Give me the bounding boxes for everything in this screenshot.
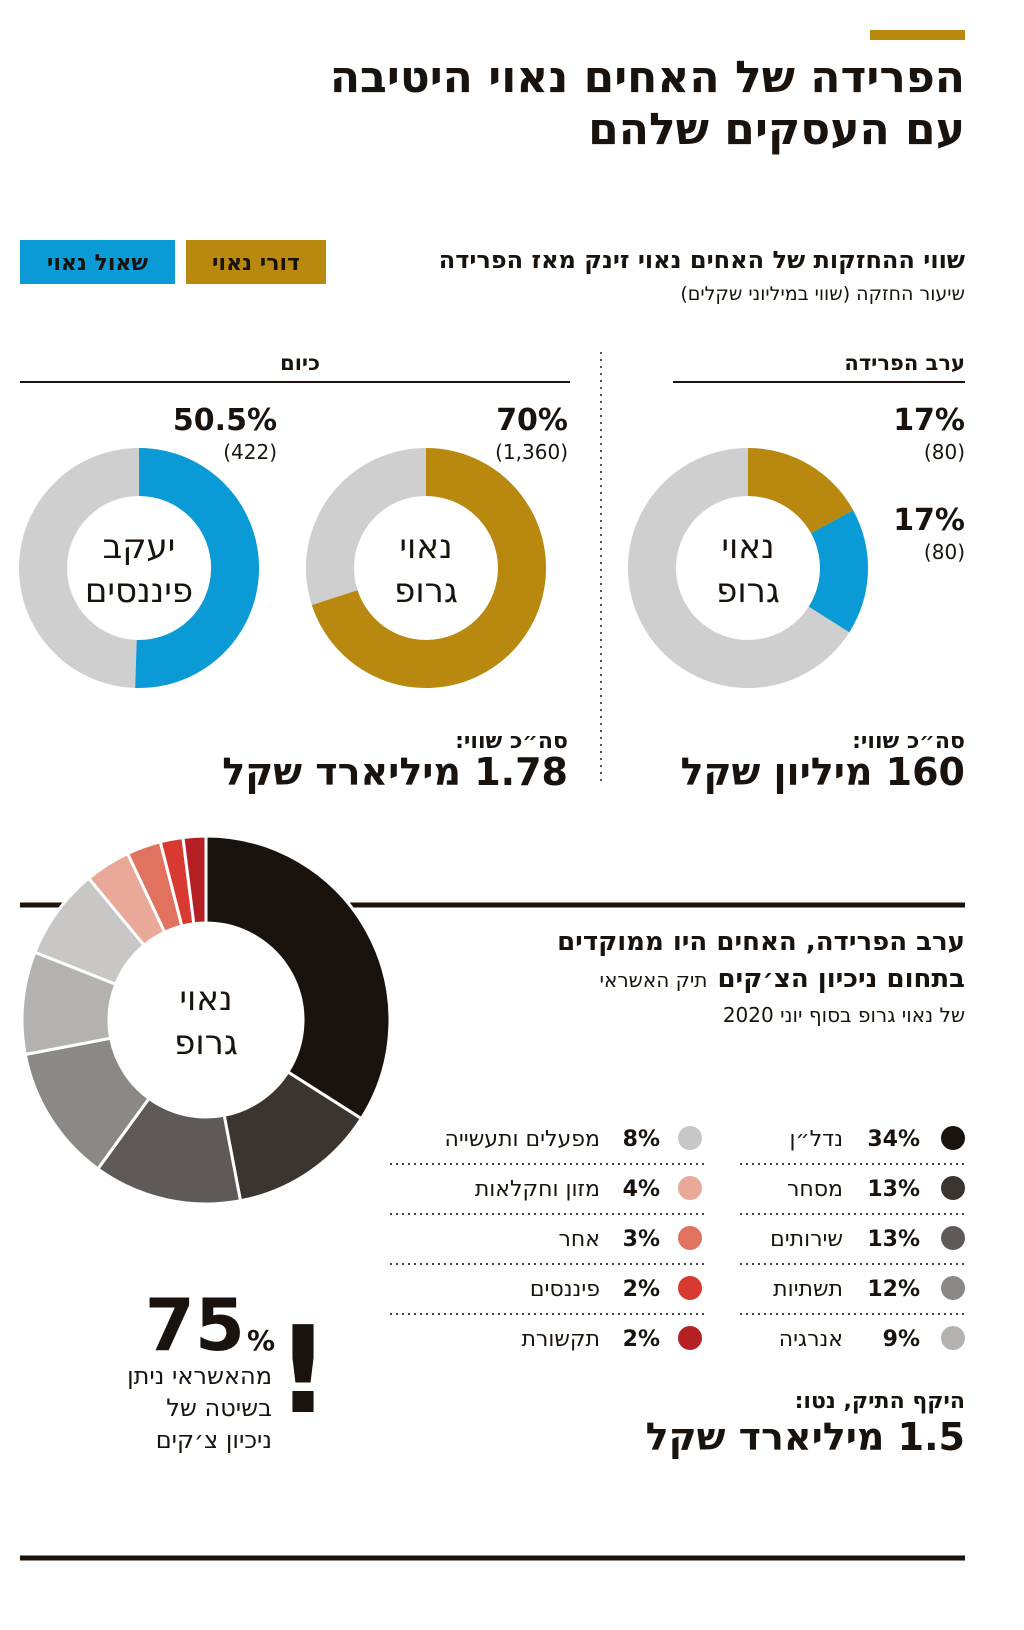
total-label: סה״כ שווי:	[455, 729, 568, 754]
center-label: גרופ	[394, 571, 458, 611]
amount-label: (1,360)	[495, 440, 568, 464]
value-label: 50.5%	[173, 403, 277, 438]
legend-dot	[941, 1226, 965, 1250]
total: 1.78 מיליארד שקל	[222, 750, 568, 794]
pie-title: בתחום ניכיון הצ׳קים	[717, 964, 965, 994]
legend-label: נדל״ן	[790, 1127, 844, 1152]
legend-label: מפעלים ותעשייה	[445, 1127, 601, 1152]
legend-value: 13%	[867, 1177, 920, 1202]
heading: שווי ההחזקות של האחים נאוי זינק מאז הפרי…	[439, 246, 965, 274]
pie-title: ערב הפרידה, האחים היו ממוקדים	[557, 927, 965, 957]
pie-segment	[204, 834, 392, 1121]
total: 160 מיליון שקל	[680, 750, 965, 794]
legend-dot	[678, 1126, 702, 1150]
legend-dot	[941, 1176, 965, 1200]
legend-label: שאול נאוי	[47, 251, 149, 276]
amount-label: (80)	[924, 440, 965, 464]
legend-dot	[678, 1176, 702, 1200]
legend-label: תשתיות	[773, 1277, 843, 1302]
legend-swatch	[20, 240, 175, 284]
donut-segment	[311, 448, 546, 688]
amount-label: (422)	[223, 440, 277, 464]
net-total: 1.5 מיליארד שקל	[646, 1415, 965, 1459]
value-label: 17%	[893, 503, 965, 538]
subheading: שיעור החזקה (שווי במיליוני שקלים)	[680, 283, 965, 305]
legend-value: 3%	[623, 1227, 660, 1252]
center-label: גרופ	[716, 571, 780, 611]
legend-value: 4%	[623, 1177, 660, 1202]
total-label: סה״כ שווי:	[852, 729, 965, 754]
legend-value: 12%	[867, 1277, 920, 1302]
center-label: נאוי	[399, 527, 452, 567]
pie-subtitle: תיק האשראי	[600, 968, 708, 992]
donut-segment	[748, 448, 854, 534]
callout-number: 75	[145, 1283, 245, 1367]
legend-label: דורי נאוי	[212, 251, 300, 276]
net-label: היקף התיק, נטו:	[795, 1389, 965, 1414]
callout-mark: !	[276, 1302, 331, 1441]
donut-segment	[135, 448, 260, 688]
title: הפרידה של האחים נאוי היטיבה	[330, 52, 965, 103]
legend-label: פיננסים	[530, 1277, 600, 1302]
legend-dot	[678, 1276, 702, 1300]
legend-dot	[678, 1226, 702, 1250]
title-accent	[870, 30, 965, 40]
callout-line: ניכיון צ׳קים	[156, 1426, 272, 1454]
center-label: נאוי	[721, 527, 774, 567]
center-label: פיננסים	[85, 571, 193, 611]
legend-label: תקשורת	[521, 1327, 600, 1352]
callout-line: בשיטה של	[166, 1394, 272, 1422]
value-label: 17%	[893, 403, 965, 438]
legend-swatch	[186, 240, 326, 284]
section-label: ערב הפרידה	[844, 351, 965, 375]
legend-label: אנרגיה	[779, 1327, 843, 1352]
legend-value: 8%	[623, 1127, 660, 1152]
legend-dot	[941, 1126, 965, 1150]
legend-value: 13%	[867, 1227, 920, 1252]
legend-dot	[941, 1276, 965, 1300]
amount-label: (80)	[924, 540, 965, 564]
donut-segment	[808, 510, 869, 633]
center-label: יעקב	[103, 527, 176, 567]
pie-subtitle: של נאוי גרופ בסוף יוני 2020	[723, 1003, 965, 1027]
value-label: 70%	[496, 403, 568, 438]
center-label: נאוי	[179, 979, 232, 1019]
legend-value: 2%	[623, 1327, 660, 1352]
legend-value: 9%	[883, 1327, 920, 1352]
legend-label: מסחר	[787, 1177, 843, 1202]
legend-dot	[678, 1326, 702, 1350]
callout-line: מהאשראי ניתן	[127, 1362, 272, 1390]
legend-value: 2%	[623, 1277, 660, 1302]
section-label: כיום	[280, 351, 320, 375]
legend-label: אחר	[559, 1227, 601, 1252]
legend-dot	[941, 1326, 965, 1350]
legend-value: 34%	[867, 1127, 920, 1152]
title: עם העסקים שלהם	[588, 104, 965, 155]
legend-label: מזון וחקלאות	[475, 1177, 600, 1202]
pie-segment	[181, 834, 208, 926]
callout-unit: %	[247, 1324, 275, 1357]
legend-label: שירותים	[770, 1227, 843, 1252]
center-label: גרופ	[174, 1023, 238, 1063]
